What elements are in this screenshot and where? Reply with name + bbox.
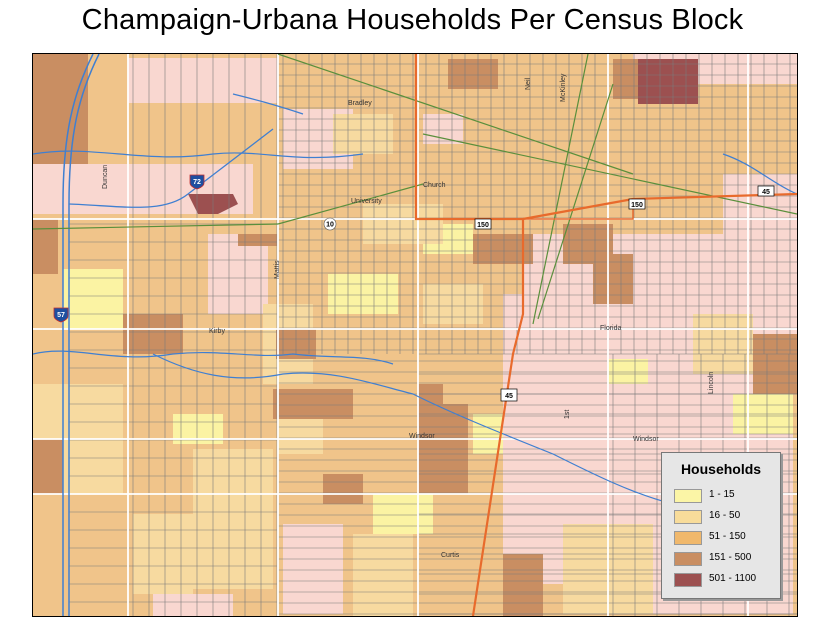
legend-swatch	[674, 510, 702, 524]
legend-label: 151 - 500	[709, 552, 752, 563]
street-label-mckinley: McKinley	[560, 73, 567, 102]
map-legend: Households 1 - 15 16 - 50 51 - 150 151 - 50…	[661, 452, 781, 599]
street-label-university: University	[351, 198, 382, 205]
shield-10-text: 10	[326, 222, 334, 229]
legend-swatch	[674, 552, 702, 566]
dark-red-zones	[188, 59, 698, 214]
legend-item: 16 - 50	[674, 510, 779, 524]
legend-item: 501 - 1100	[674, 573, 779, 587]
street-label-curtis: Curtis	[441, 552, 460, 559]
street-label-florida: Florida	[600, 325, 622, 332]
interstate-57	[62, 54, 100, 616]
shield-10: 10	[323, 217, 337, 231]
shield-150-b: 150	[628, 198, 646, 210]
street-label-1st: 1st	[564, 410, 571, 419]
shield-150-b-text: 150	[631, 202, 643, 209]
street-label-lincoln: Lincoln	[708, 372, 715, 394]
legend-swatch	[674, 489, 702, 503]
railroads	[33, 54, 797, 325]
shield-45-b-text: 45	[505, 393, 513, 400]
shield-150-a-text: 150	[477, 222, 489, 229]
shield-72-text: 72	[193, 179, 201, 186]
shield-45-a: 45	[757, 185, 775, 197]
shield-57: 57	[53, 307, 69, 323]
route-shields: 72 57 10 150 150 45	[53, 174, 775, 402]
street-label-windsor-east: Windsor	[633, 436, 659, 443]
legend-item: 51 - 150	[674, 531, 779, 545]
street-label-neil: Neil	[525, 77, 532, 90]
street-grid	[69, 54, 797, 616]
street-label-windsor-west: Windsor	[409, 433, 435, 440]
street-label-church: Church	[423, 182, 446, 189]
shield-45-b: 45	[500, 388, 518, 402]
legend-label: 1 - 15	[709, 489, 735, 500]
legend-label: 51 - 150	[709, 531, 746, 542]
shield-45-a-text: 45	[762, 189, 770, 196]
street-label-bradley: Bradley	[348, 100, 372, 107]
map-canvas[interactable]: 72 57 10 150 150 45	[32, 53, 798, 617]
street-label-mattis: Mattis	[274, 260, 281, 279]
census-block-map: 72 57 10 150 150 45	[33, 54, 797, 616]
street-labels: Bradley Neil McKinley Church University …	[102, 73, 715, 559]
major-streets	[33, 54, 797, 616]
street-label-duncan: Duncan	[102, 165, 109, 189]
legend-item: 1 - 15	[674, 489, 779, 503]
legend-swatch	[674, 531, 702, 545]
shield-72: 72	[189, 174, 205, 190]
shield-57-text: 57	[57, 312, 65, 319]
legend-swatch	[674, 573, 702, 587]
legend-label: 501 - 1100	[709, 573, 757, 584]
legend-label: 16 - 50	[709, 510, 741, 521]
legend-title: Households	[680, 461, 762, 477]
yellow-zones	[63, 224, 793, 534]
legend-item: 151 - 500	[674, 552, 779, 566]
shield-150-a: 150	[474, 218, 492, 230]
streams	[33, 93, 797, 505]
map-title: Champaign-Urbana Households Per Census B…	[81, 4, 744, 36]
street-label-kirby: Kirby	[209, 328, 225, 335]
